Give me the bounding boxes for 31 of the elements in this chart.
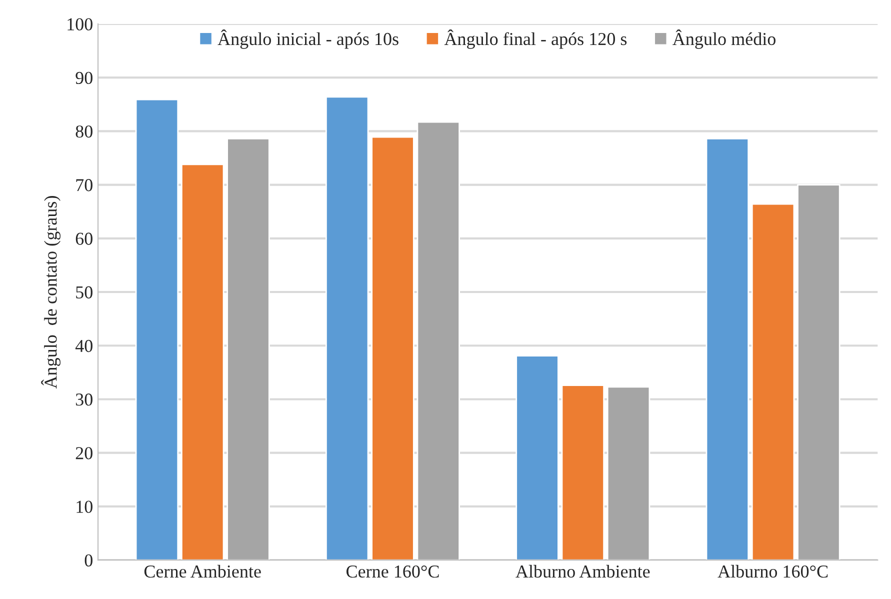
x-tick-label: Cerne 160°C [346,565,439,578]
y-axis-title: Ângulo de contato (graus) [41,196,61,389]
y-tick-label: 40 [75,340,92,352]
legend-label: Ângulo médio [672,29,776,49]
bar [751,203,795,560]
y-tick-label: 100 [68,18,92,30]
y-tick-label: 70 [76,179,92,192]
x-tick-label: Alburno 160°C [718,564,828,578]
y-tick-label: 20 [76,447,92,460]
x-tick-label: Cerne Ambiente [144,564,261,578]
legend-label: Ângulo final - após 120 s [444,29,627,49]
y-tick-label: 80 [76,125,92,138]
bar [135,98,179,560]
bar [706,138,750,560]
legend-label: Ângulo inicial - após 10s [218,29,398,49]
y-tick-label: 10 [76,500,92,513]
bar [326,96,369,560]
y-tick-label: 50 [76,286,92,298]
bar [516,355,559,560]
x-tick-label: Alburno Ambiente [516,564,650,578]
bar [180,164,224,560]
bar [606,386,650,560]
bar [797,184,840,560]
bar [561,384,605,560]
y-tick-label: 60 [76,232,92,245]
bar [226,138,270,560]
bar [371,136,414,560]
bar [416,121,460,560]
y-tick-label: 30 [76,393,92,406]
y-tick-label: 0 [84,554,92,567]
y-tick-label: 90 [76,72,92,84]
